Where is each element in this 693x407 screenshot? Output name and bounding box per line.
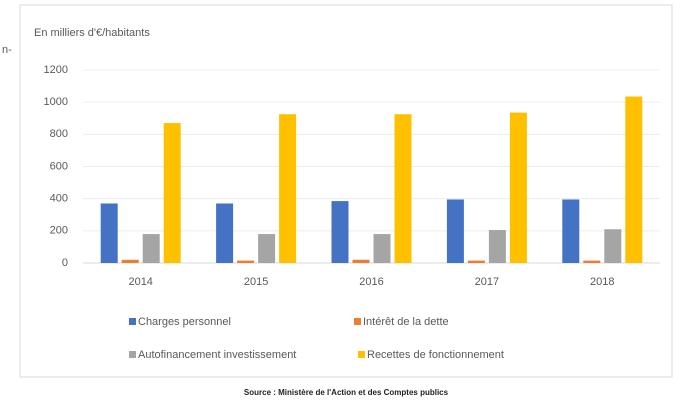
legend-swatch bbox=[129, 318, 136, 325]
bar bbox=[142, 234, 160, 263]
bar bbox=[331, 201, 349, 263]
bar bbox=[352, 259, 370, 263]
bar bbox=[163, 123, 181, 263]
source: Source : Ministère de l'Action et des Co… bbox=[244, 388, 449, 397]
chart-frame bbox=[19, 4, 673, 378]
bar bbox=[562, 199, 580, 263]
x-tick-label: 2015 bbox=[244, 276, 268, 288]
bar bbox=[279, 114, 297, 264]
axis-label: En milliers d'€/habitants bbox=[34, 27, 150, 39]
legend-label: Recettes de fonctionnement bbox=[367, 349, 504, 361]
legend-swatch bbox=[129, 351, 136, 358]
legend-swatch bbox=[354, 318, 361, 325]
bar bbox=[583, 260, 601, 263]
y-tick-label: 800 bbox=[50, 128, 68, 140]
bar bbox=[121, 259, 139, 263]
bar bbox=[509, 112, 527, 263]
x-tick-label: 2014 bbox=[128, 276, 152, 288]
legend-label: Intérêt de la dette bbox=[363, 316, 449, 328]
bar bbox=[604, 229, 622, 263]
bar bbox=[394, 114, 412, 264]
y-tick-label: 200 bbox=[50, 225, 68, 237]
x-tick-label: 2016 bbox=[359, 276, 383, 288]
bar bbox=[625, 96, 643, 263]
y-tick-label: 0 bbox=[62, 257, 68, 269]
x-tick-label: 2018 bbox=[590, 276, 614, 288]
x-tick-label: 2017 bbox=[475, 276, 499, 288]
bar bbox=[237, 260, 255, 263]
y-tick-label: 1000 bbox=[44, 96, 68, 108]
page-fragment: n- bbox=[2, 44, 12, 56]
bar bbox=[258, 234, 276, 263]
legend-label: Autofinancement investissement bbox=[138, 349, 296, 361]
bar bbox=[216, 203, 234, 263]
bar bbox=[488, 230, 506, 263]
y-tick-label: 1200 bbox=[44, 64, 68, 76]
bar bbox=[373, 234, 391, 263]
legend-swatch bbox=[358, 351, 365, 358]
bar bbox=[100, 203, 118, 263]
bar bbox=[446, 199, 464, 263]
y-tick-label: 400 bbox=[50, 193, 68, 205]
y-tick-label: 600 bbox=[50, 160, 68, 172]
legend-label: Charges personnel bbox=[138, 316, 231, 328]
bar bbox=[467, 260, 485, 263]
